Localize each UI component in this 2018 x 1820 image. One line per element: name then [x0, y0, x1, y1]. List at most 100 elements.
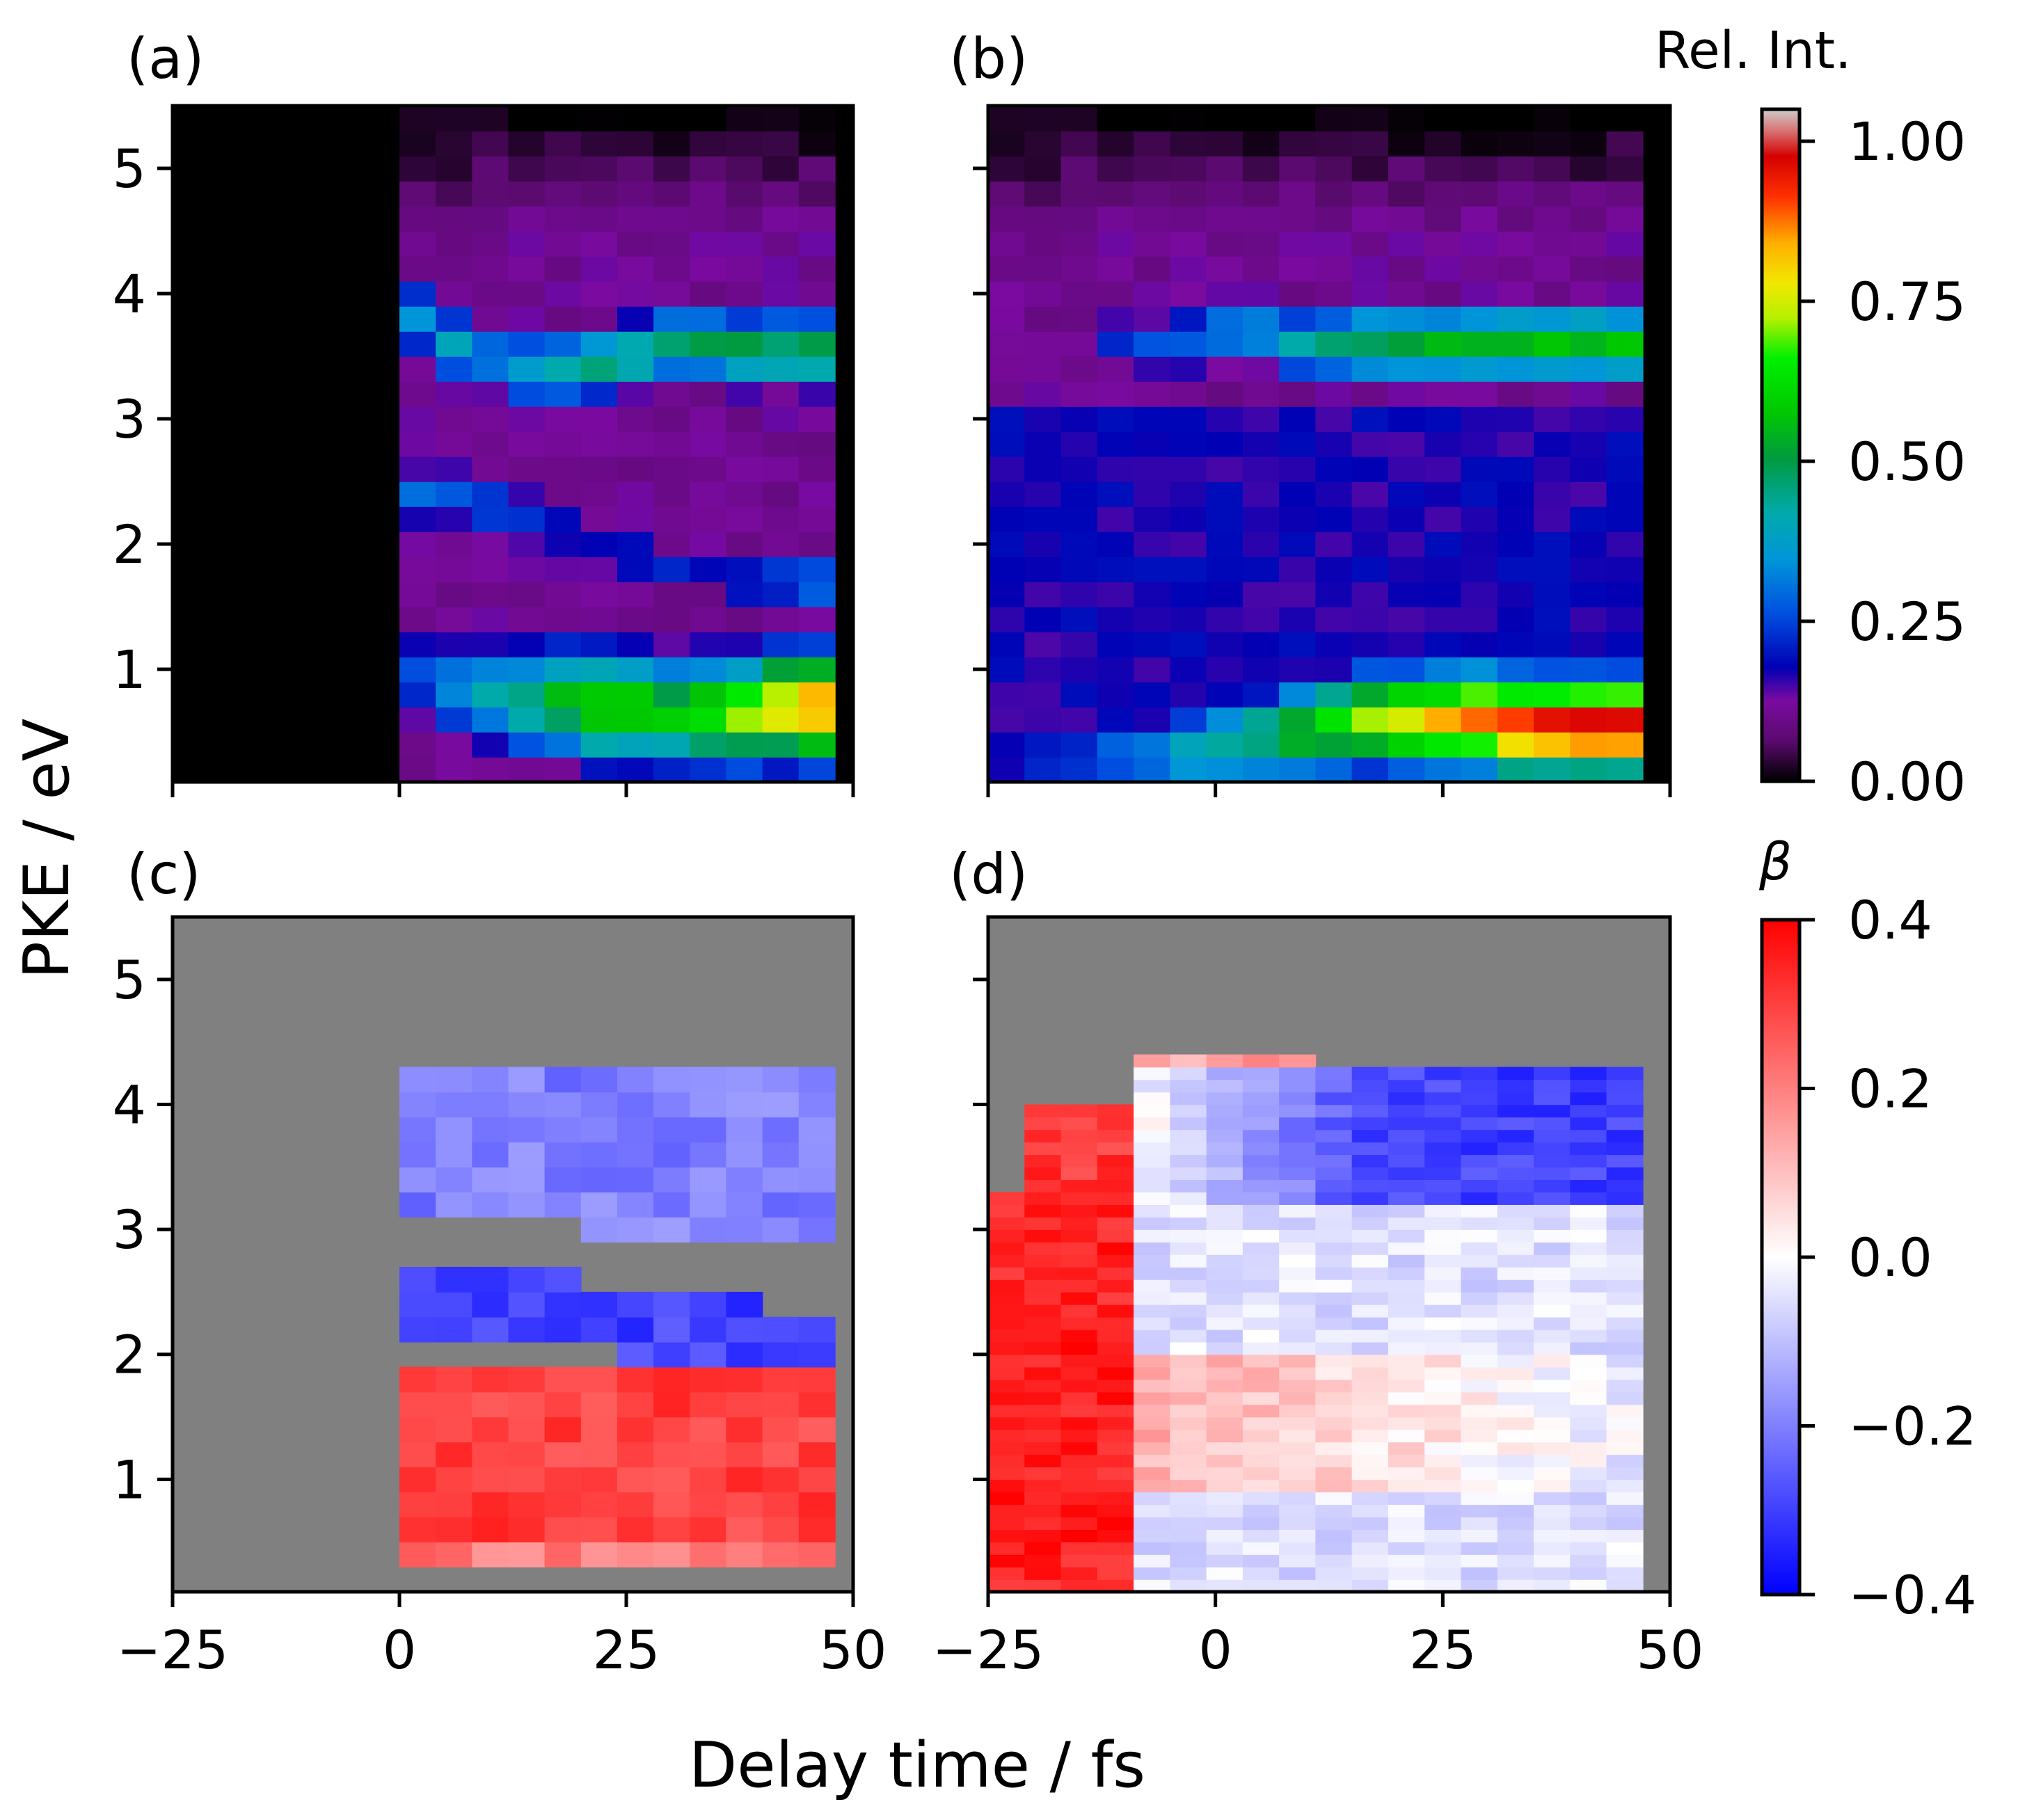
heatmap-cell [1279, 1217, 1317, 1230]
heatmap-cell [798, 557, 836, 582]
heatmap-cell [653, 1492, 691, 1518]
heatmap-cell [1097, 1416, 1134, 1430]
heatmap-cell [508, 1142, 546, 1168]
heatmap-cell [1279, 1341, 1317, 1355]
heatmap-cell [580, 206, 618, 232]
heatmap-cell [472, 231, 509, 257]
heatmap-cell [1570, 1379, 1607, 1393]
heatmap-cell [472, 1316, 509, 1343]
heatmap-cell [1097, 356, 1134, 382]
heatmap-cell [436, 1266, 473, 1293]
heatmap-cell [1097, 607, 1134, 632]
heatmap-cell [1242, 456, 1280, 482]
heatmap-cell [1388, 1379, 1425, 1393]
heatmap-cell [1606, 557, 1644, 582]
heatmap-cell [1351, 1104, 1389, 1118]
heatmap-cell [544, 181, 582, 207]
heatmap-cell [580, 707, 618, 733]
heatmap-cell [1570, 181, 1607, 207]
heatmap-cell [726, 156, 763, 182]
heatmap-cell [1315, 732, 1353, 758]
heatmap-cell [1424, 156, 1462, 182]
heatmap-cell [472, 156, 509, 182]
heatmap-cell [690, 632, 727, 657]
heatmap-cell [1424, 1129, 1462, 1143]
heatmap-cell [1097, 106, 1134, 131]
heatmap-cell [1388, 1479, 1425, 1493]
heatmap-cell [508, 156, 546, 182]
heatmap-cell [1461, 657, 1498, 682]
heatmap-cell [1060, 256, 1098, 282]
heatmap-cell [1534, 707, 1571, 733]
heatmap-cell [1351, 1329, 1389, 1343]
heatmap-cell [1606, 1079, 1644, 1093]
heatmap-cell [1351, 1242, 1389, 1255]
heatmap-cell [988, 1291, 1026, 1305]
heatmap-cell [1279, 1391, 1317, 1405]
heatmap-cell [1315, 506, 1353, 532]
heatmap-cell [1206, 1092, 1244, 1105]
heatmap-cell [1534, 1454, 1571, 1468]
heatmap-cell [1060, 657, 1098, 682]
heatmap-cell [1424, 106, 1462, 131]
heatmap-cell [436, 381, 473, 407]
heatmap-cell [580, 281, 618, 307]
heatmap-cell [1242, 1517, 1280, 1530]
heatmap-cell [1424, 1579, 1462, 1592]
heatmap-cell [1606, 1291, 1644, 1305]
heatmap-cell [1206, 707, 1244, 733]
heatmap-cell [1170, 732, 1207, 758]
heatmap-cell [690, 106, 727, 131]
heatmap-cell [472, 1092, 509, 1118]
heatmap-cell [653, 582, 691, 607]
heatmap-cell [1315, 206, 1353, 232]
heatmap-cell [1242, 356, 1280, 382]
heatmap-cell [653, 406, 691, 432]
heatmap-cell [798, 281, 836, 307]
heatmap-cell [1497, 431, 1534, 457]
heatmap-cell [1279, 1179, 1317, 1192]
heatmap-cell [580, 1092, 618, 1118]
heatmap-cell [1534, 281, 1571, 307]
heatmap-cell [653, 506, 691, 532]
heatmap-cell [726, 607, 763, 632]
heatmap-cell [399, 231, 436, 257]
heatmap-cell [1388, 1167, 1425, 1181]
heatmap-cell [399, 707, 436, 733]
heatmap-cell [617, 106, 654, 131]
heatmap-cell [1315, 1304, 1353, 1318]
heatmap-cell [1024, 1291, 1062, 1305]
heatmap-cell [1606, 632, 1644, 657]
heatmap-cell [436, 1391, 473, 1418]
heatmap-cell [1497, 506, 1534, 532]
heatmap-cell [1388, 732, 1425, 758]
heatmap-cell [1388, 456, 1425, 482]
heatmap-cell [1170, 1279, 1207, 1293]
heatmap-cell [1388, 1192, 1425, 1205]
heatmap-cell [399, 1467, 436, 1493]
heatmap-cell [1570, 582, 1607, 607]
heatmap-cell [1206, 1404, 1244, 1418]
heatmap-cell [762, 106, 800, 131]
heatmap-cell [1570, 1529, 1607, 1542]
heatmap-cell [1570, 1479, 1607, 1493]
heatmap-cell [436, 607, 473, 632]
heatmap-cell [580, 532, 618, 557]
heatmap-cell [762, 456, 800, 482]
heatmap-cell [1134, 1154, 1171, 1168]
heatmap-cell [1206, 682, 1244, 708]
heatmap-cell [1206, 156, 1244, 182]
heatmap-cell [1315, 1517, 1353, 1530]
heatmap-cell [653, 256, 691, 282]
heatmap-cell [1315, 1167, 1353, 1181]
heatmap-cell [1606, 1366, 1644, 1380]
heatmap-cell [1534, 1567, 1571, 1580]
heatmap-cell [690, 481, 727, 507]
heatmap-cell [1060, 1416, 1098, 1430]
heatmap-cell [1206, 256, 1244, 282]
heatmap-cell [1388, 1442, 1425, 1455]
heatmap-cell [1351, 181, 1389, 207]
heatmap-cell [1170, 1242, 1207, 1255]
heatmap-cell [653, 1416, 691, 1443]
heatmap-cell [762, 1517, 800, 1542]
